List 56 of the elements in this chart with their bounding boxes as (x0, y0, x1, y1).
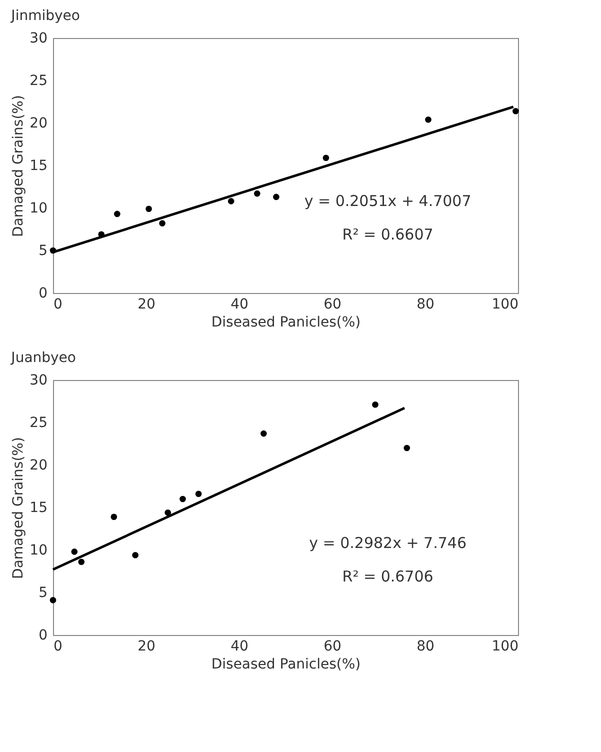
y-tick-label: 25 (30, 415, 48, 431)
y-tick-label: 20 (30, 116, 48, 132)
point (322, 154, 330, 162)
y-tick-label: 20 (30, 458, 48, 474)
x-tick-label: 80 (416, 296, 434, 312)
point (228, 198, 234, 204)
point (50, 596, 56, 604)
point (110, 514, 118, 520)
annotation: R² = 0.6706 (342, 567, 434, 586)
x-tick-label: 60 (324, 296, 342, 312)
annotation: y = 0.2051x + 4.7007 (304, 192, 472, 210)
x-tick-label: 20 (138, 638, 156, 654)
point (260, 430, 267, 437)
y-tick-label: 30 (30, 372, 48, 388)
x-axis-title: Diseased Panicles(%) (211, 656, 361, 672)
x-tick-label: 20 (138, 296, 156, 312)
point (164, 509, 172, 516)
point (273, 194, 280, 200)
point (372, 401, 378, 408)
x-tick-label: 40 (230, 296, 248, 312)
y-tick-label: 30 (30, 30, 48, 46)
y-tick-label: 10 (30, 542, 48, 558)
y-axis-title: Damaged Grains(%) (10, 95, 27, 237)
point (404, 444, 410, 452)
y-tick-label: 10 (30, 200, 48, 216)
point (512, 108, 519, 114)
x-tick-label: 40 (230, 638, 248, 654)
y-axis-title: Damaged Grains(%) (10, 437, 27, 579)
x-axis-title: Diseased Panicles(%) (211, 314, 361, 330)
y-tick-label: 15 (30, 500, 48, 516)
annotation: R² = 0.6607 (342, 225, 434, 244)
point (78, 558, 85, 566)
point (254, 190, 260, 197)
y-tick-label: 25 (30, 73, 48, 89)
x-tick-label: 60 (324, 638, 342, 654)
point (146, 206, 152, 212)
annotation: y = 0.2982x + 7.746 (309, 534, 466, 552)
x-tick-label: 100 (492, 638, 518, 654)
x-tick-label: 100 (492, 296, 518, 312)
x-tick-label: 0 (54, 638, 62, 654)
chart-title: Juanbyeo (10, 350, 76, 366)
point (195, 490, 202, 498)
x-tick-label: 0 (54, 296, 62, 312)
point (180, 496, 186, 502)
point (425, 116, 432, 123)
point (114, 210, 120, 218)
y-tick-label: 0 (38, 286, 48, 302)
y-tick-label: 0 (38, 628, 48, 644)
point (132, 552, 138, 558)
y-tick-label: 5 (38, 585, 48, 601)
y-tick-label: 15 (30, 158, 48, 174)
chart-title: Jinmibyeo (10, 8, 80, 24)
point (71, 548, 78, 555)
point (159, 220, 166, 226)
y-tick-label: 5 (38, 243, 48, 259)
x-tick-label: 80 (416, 638, 434, 654)
